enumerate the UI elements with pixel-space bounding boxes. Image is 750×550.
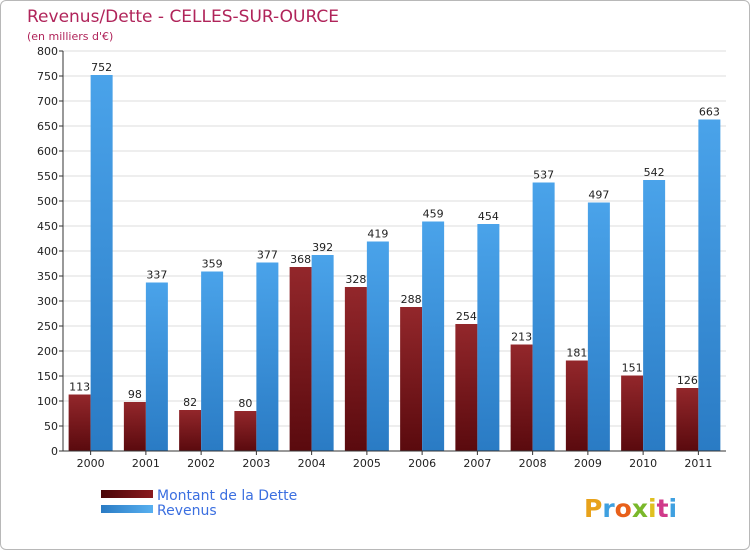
bar-debt bbox=[621, 375, 644, 451]
y-tick-label: 500 bbox=[37, 195, 58, 208]
y-tick-label: 800 bbox=[37, 45, 58, 58]
bar-debt bbox=[676, 388, 699, 451]
x-tick-label: 2005 bbox=[353, 457, 381, 470]
x-tick-label: 2008 bbox=[519, 457, 547, 470]
bar-debt bbox=[455, 324, 478, 451]
value-label-debt: 368 bbox=[290, 253, 311, 266]
value-label-revenue: 542 bbox=[644, 166, 665, 179]
value-label-revenue: 392 bbox=[312, 241, 333, 254]
bar-revenue bbox=[643, 180, 666, 451]
value-label-revenue: 454 bbox=[478, 210, 499, 223]
bar-debt bbox=[400, 307, 423, 451]
value-label-revenue: 752 bbox=[91, 61, 112, 74]
x-tick-label: 2004 bbox=[298, 457, 326, 470]
value-label-debt: 213 bbox=[511, 331, 532, 344]
bar-revenue bbox=[422, 221, 445, 451]
y-axis-ticks: 0 50 100 150 200 250 300 350 400 450 500 550 600 650 7… bbox=[37, 45, 63, 458]
value-label-debt: 80 bbox=[238, 397, 252, 410]
bar-revenue bbox=[201, 271, 224, 451]
proxiti-logo: Proxiti bbox=[584, 494, 677, 523]
value-label-revenue: 419 bbox=[367, 228, 388, 241]
bar-debt bbox=[123, 402, 146, 451]
y-tick-label: 700 bbox=[37, 95, 58, 108]
logo-text: Proxiti bbox=[584, 494, 677, 523]
legend-swatch-debt bbox=[101, 490, 153, 498]
bar-revenue bbox=[532, 182, 555, 451]
chart-subtitle: (en milliers d'€) bbox=[27, 30, 113, 43]
x-tick-label: 2003 bbox=[242, 457, 270, 470]
value-label-revenue: 359 bbox=[202, 258, 223, 271]
legend-item-revenue: Revenus bbox=[101, 503, 217, 519]
y-tick-label: 350 bbox=[37, 270, 58, 283]
bar-revenue bbox=[90, 75, 113, 451]
legend-swatch-revenue bbox=[101, 505, 153, 513]
value-label-debt: 113 bbox=[69, 381, 90, 394]
bar-revenue bbox=[311, 255, 334, 451]
value-label-revenue: 337 bbox=[146, 269, 167, 282]
bar-debt bbox=[179, 410, 202, 451]
bar-debt bbox=[68, 394, 91, 451]
x-tick-label: 2010 bbox=[629, 457, 657, 470]
y-tick-label: 600 bbox=[37, 145, 58, 158]
value-label-debt: 288 bbox=[401, 293, 422, 306]
y-tick-label: 650 bbox=[37, 120, 58, 133]
bar-debt bbox=[234, 411, 257, 451]
legend-label-revenue: Revenus bbox=[157, 503, 217, 519]
bar-revenue bbox=[587, 202, 610, 451]
value-label-debt: 126 bbox=[677, 374, 698, 387]
bar-debt bbox=[344, 287, 367, 451]
x-tick-label: 2006 bbox=[408, 457, 436, 470]
x-tick-label: 2000 bbox=[77, 457, 105, 470]
value-label-debt: 254 bbox=[456, 310, 477, 323]
value-label-revenue: 497 bbox=[588, 189, 609, 202]
x-tick-label: 2002 bbox=[187, 457, 215, 470]
y-tick-label: 250 bbox=[37, 320, 58, 333]
bar-revenue bbox=[145, 282, 168, 451]
bar-revenue bbox=[698, 119, 721, 451]
bar-revenue bbox=[256, 262, 279, 451]
y-tick-label: 100 bbox=[37, 395, 58, 408]
x-tick-label: 2011 bbox=[684, 457, 712, 470]
x-tick-label: 2001 bbox=[132, 457, 160, 470]
y-tick-label: 750 bbox=[37, 70, 58, 83]
y-tick-label: 0 bbox=[51, 445, 58, 458]
y-tick-label: 50 bbox=[44, 420, 58, 433]
bar-revenue bbox=[477, 224, 500, 451]
value-label-debt: 328 bbox=[345, 273, 366, 286]
legend-item-debt: Montant de la Dette bbox=[101, 488, 297, 504]
legend-label-debt: Montant de la Dette bbox=[157, 488, 297, 504]
y-tick-label: 400 bbox=[37, 245, 58, 258]
chart-title: Revenus/Dette - CELLES-SUR-OURCE bbox=[27, 7, 339, 27]
value-label-revenue: 537 bbox=[533, 169, 554, 182]
value-label-revenue: 459 bbox=[423, 208, 444, 221]
bar-revenue bbox=[366, 241, 389, 451]
legend: Montant de la Dette Revenus bbox=[101, 488, 297, 519]
value-label-revenue: 663 bbox=[699, 106, 720, 119]
bar-debt bbox=[510, 344, 533, 451]
y-tick-label: 150 bbox=[37, 370, 58, 383]
x-tick-label: 2009 bbox=[574, 457, 602, 470]
gridlines bbox=[63, 50, 726, 427]
x-tick-label: 2007 bbox=[463, 457, 491, 470]
y-tick-label: 300 bbox=[37, 295, 58, 308]
y-tick-label: 550 bbox=[37, 170, 58, 183]
value-label-debt: 82 bbox=[183, 396, 197, 409]
x-axis-ticks: 2000 2001 2002 2003 2004 2005 2006 2007 2008 2009… bbox=[77, 451, 712, 470]
value-label-debt: 181 bbox=[566, 347, 587, 360]
y-tick-label: 200 bbox=[37, 345, 58, 358]
value-label-debt: 98 bbox=[128, 388, 142, 401]
value-label-debt: 151 bbox=[622, 362, 643, 375]
y-tick-label: 450 bbox=[37, 220, 58, 233]
value-label-revenue: 377 bbox=[257, 249, 278, 262]
bar-debt bbox=[289, 267, 312, 451]
bar-debt bbox=[565, 360, 588, 451]
